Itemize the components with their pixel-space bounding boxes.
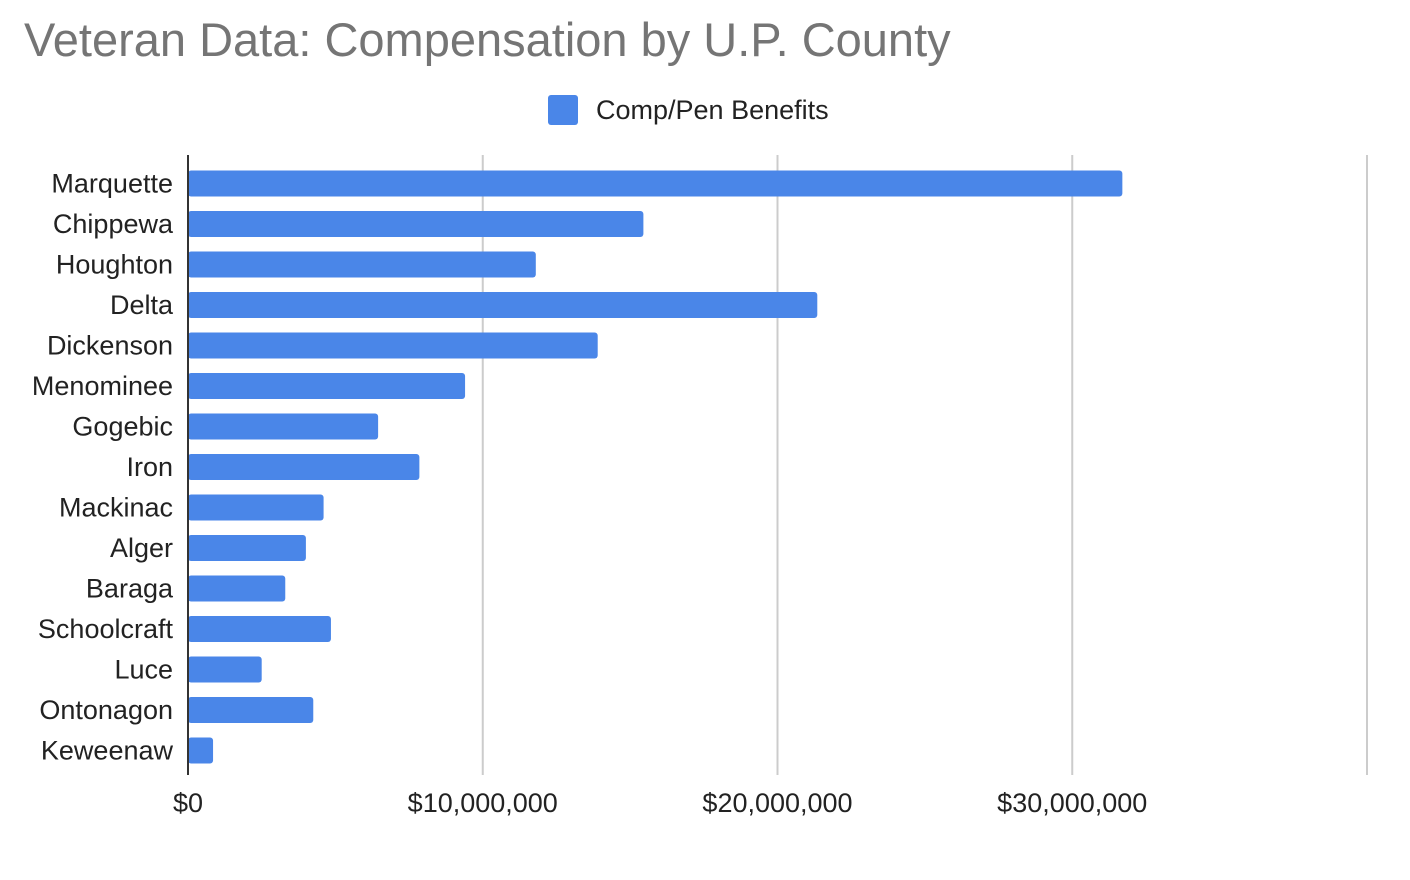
- bar: [188, 494, 324, 521]
- category-label: Menominee: [32, 371, 173, 401]
- bar: [188, 211, 644, 237]
- legend: Comp/Pen Benefits: [548, 94, 829, 126]
- bar: [188, 292, 818, 318]
- category-label: Gogebic: [72, 412, 173, 442]
- bar: [188, 697, 314, 723]
- category-label: Luce: [114, 655, 173, 685]
- bar: [188, 535, 306, 561]
- category-label: Keweenaw: [41, 736, 174, 766]
- bar: [188, 737, 214, 764]
- category-label: Houghton: [56, 250, 173, 280]
- category-label: Delta: [110, 290, 174, 320]
- category-label: Schoolcraft: [38, 614, 174, 644]
- bar: [188, 373, 466, 399]
- category-label: Iron: [126, 452, 173, 482]
- bar: [188, 413, 379, 440]
- bar: [188, 170, 1123, 197]
- bar: [188, 656, 262, 683]
- category-label: Dickenson: [47, 331, 173, 361]
- x-tick-label: $30,000,000: [997, 788, 1147, 818]
- bar: [188, 251, 536, 278]
- chart-title: Veteran Data: Compensation by U.P. Count…: [24, 13, 951, 66]
- category-label: Chippewa: [53, 209, 174, 239]
- legend-swatch: [548, 95, 578, 125]
- category-label: Marquette: [51, 169, 173, 199]
- category-label: Alger: [110, 533, 173, 563]
- bar: [188, 454, 420, 480]
- bar: [188, 616, 331, 642]
- bar: [188, 332, 598, 359]
- x-tick-label: $0: [173, 788, 203, 818]
- category-label: Ontonagon: [39, 695, 173, 725]
- x-tick-label: $10,000,000: [408, 788, 558, 818]
- category-label: Baraga: [86, 574, 174, 604]
- x-tick-label: $20,000,000: [702, 788, 852, 818]
- category-label: Mackinac: [59, 493, 173, 523]
- legend-label: Comp/Pen Benefits: [596, 94, 829, 125]
- bar: [188, 575, 286, 602]
